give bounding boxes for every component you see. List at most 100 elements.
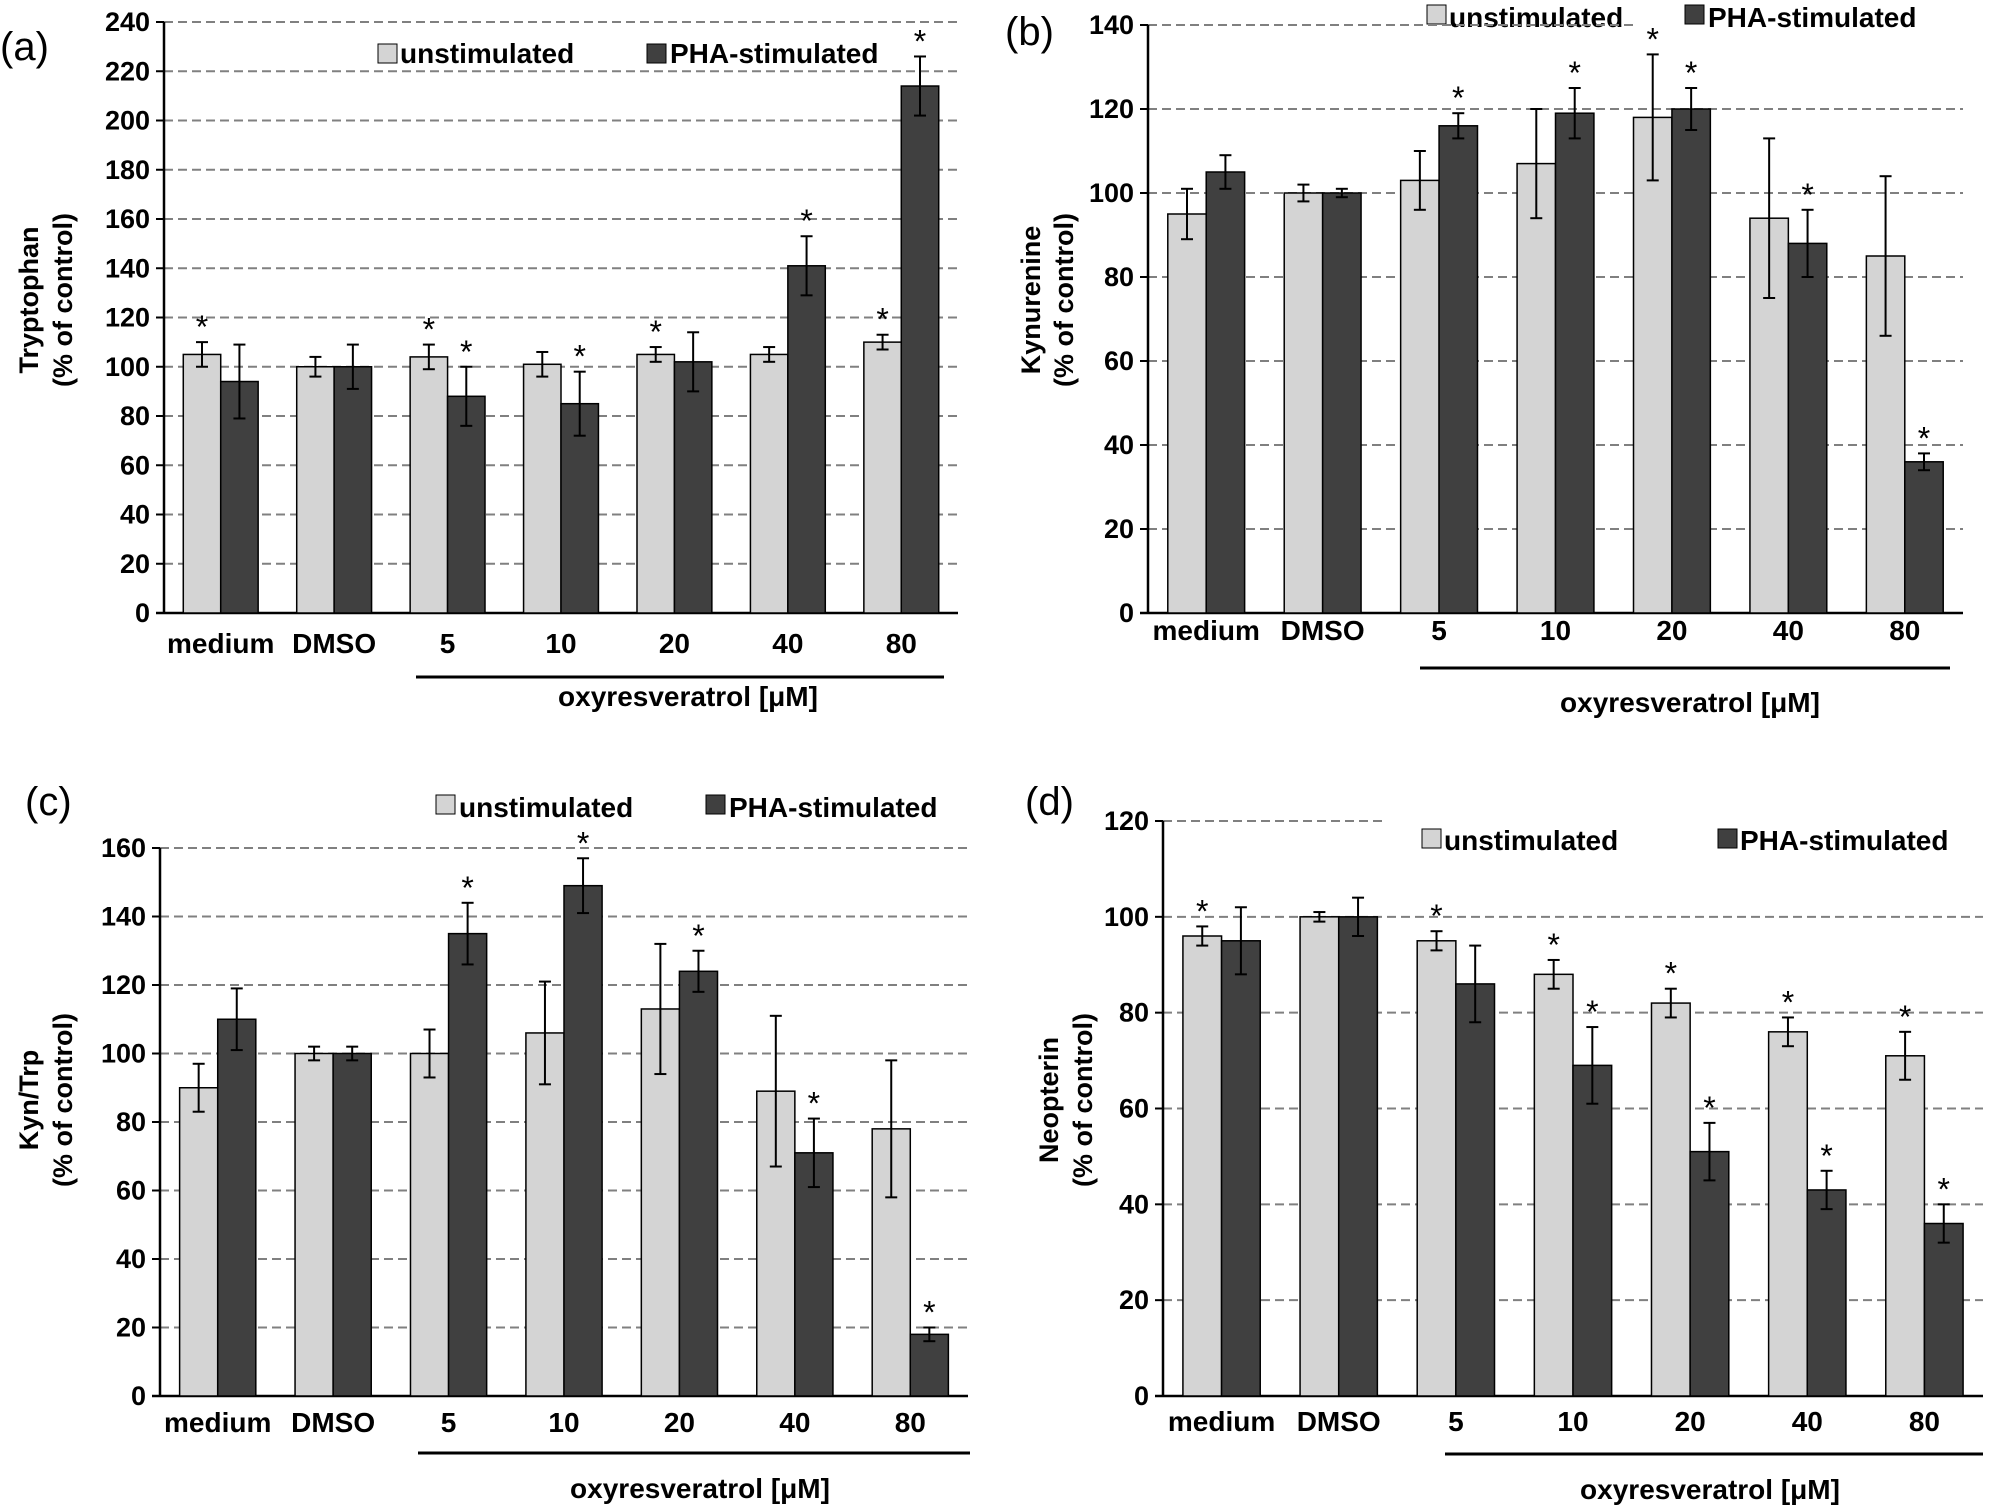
panel-a: (a) Tryptophan (% of control) unstimulat… [0, 7, 958, 712]
bar-unstimulated [749, 353, 789, 614]
significance-marker: * [1430, 898, 1442, 934]
legend-swatch-pha-stimulated [1717, 828, 1738, 849]
bar-pha-stimulated [1787, 242, 1828, 614]
x-tick-label: 80 [895, 1407, 926, 1438]
group-label: oxyresveratrol [μM] [1580, 1474, 1840, 1505]
bar-unstimulated [1533, 973, 1574, 1397]
bar-pha-stimulated [900, 85, 940, 614]
significance-marker: * [1899, 999, 1911, 1035]
y-tick-label: 120 [101, 970, 146, 1000]
significance-marker: * [800, 203, 812, 239]
bar-pha-stimulated [1321, 192, 1362, 614]
y-tick-label: 0 [135, 598, 150, 628]
legend: unstimulated PHA-stimulated [1426, 2, 1916, 33]
legend-swatch-unstimulated [435, 794, 456, 815]
significance-marker: * [573, 339, 585, 375]
significance-marker: * [914, 23, 926, 59]
bar-pha-stimulated [909, 1333, 950, 1397]
panel-label: (c) [25, 780, 72, 824]
significance-marker: * [196, 309, 208, 345]
bar-pha-stimulated [1337, 916, 1379, 1397]
bar-pha-stimulated [332, 1052, 372, 1397]
x-tick-label: 40 [779, 1407, 810, 1438]
bar-unstimulated [1299, 916, 1340, 1397]
bar-pha-stimulated [1438, 125, 1479, 614]
y-tick-label: 100 [105, 352, 150, 382]
bar-unstimulated [1182, 935, 1223, 1397]
significance-marker: * [1703, 1090, 1715, 1126]
y-axis-title-sub: (% of control) [1068, 1013, 1098, 1187]
x-tick-label: 5 [1448, 1406, 1464, 1437]
legend-label-pha-stimulated: PHA-stimulated [1708, 2, 1916, 33]
x-tick-label: 40 [772, 628, 803, 659]
y-tick-label: 40 [120, 500, 150, 530]
bar-pha-stimulated [1671, 108, 1712, 614]
bar-unstimulated [863, 341, 903, 614]
significance-marker: * [1820, 1138, 1832, 1174]
bar-unstimulated [1283, 192, 1324, 614]
bar-pha-stimulated [447, 932, 488, 1397]
significance-marker: * [1452, 80, 1464, 116]
y-tick-label: 80 [116, 1107, 146, 1137]
y-tick-label: 80 [120, 401, 150, 431]
y-tick-label: 40 [116, 1244, 146, 1274]
group-label: oxyresveratrol [μM] [1560, 687, 1820, 718]
bar-pha-stimulated [219, 380, 259, 614]
bar-pha-stimulated [1806, 1189, 1847, 1397]
y-tick-label: 20 [116, 1313, 146, 1343]
x-tick-label: 40 [1773, 615, 1804, 646]
significance-marker: * [1938, 1171, 1950, 1207]
panel-b: (b) Kynurenine (% of control) unstimulat… [1005, 2, 1963, 718]
legend: unstimulated PHA-stimulated [435, 792, 937, 823]
bar-pha-stimulated [446, 395, 486, 614]
y-tick-label: 100 [101, 1039, 146, 1069]
x-tick-label: medium [164, 1407, 271, 1438]
significance-marker: * [1782, 984, 1794, 1020]
x-tick-label: DMSO [291, 1407, 375, 1438]
bar-pha-stimulated [1923, 1222, 1964, 1397]
legend-label-unstimulated: unstimulated [1444, 825, 1618, 856]
y-axis-title-sub: (% of control) [1049, 213, 1079, 387]
plot-area: 0 20 40 60 80 100 120 140 medium DMSO * 5 * 10 * * 20 * 40… [1089, 10, 1963, 670]
plot-area: 0 20 40 60 80 100 120 140 160 180 200 220 240 * medium… [105, 7, 958, 679]
x-tick-label: 10 [545, 628, 576, 659]
significance-marker: * [1196, 893, 1208, 929]
bar-unstimulated [525, 1032, 565, 1397]
significance-marker: * [461, 870, 473, 906]
bar-unstimulated [1516, 162, 1557, 614]
x-tick-label: DMSO [292, 628, 376, 659]
y-tick-label: 60 [116, 1176, 146, 1206]
x-tick-label: 10 [1540, 615, 1571, 646]
y-tick-label: 240 [105, 7, 150, 37]
x-tick-label: DMSO [1281, 615, 1365, 646]
y-tick-label: 220 [105, 56, 150, 86]
bar-pha-stimulated [1220, 940, 1261, 1397]
y-tick-label: 80 [1119, 998, 1149, 1028]
y-tick-label: 120 [1089, 94, 1134, 124]
x-tick-label: 40 [1792, 1406, 1823, 1437]
panel-label: (b) [1005, 10, 1054, 54]
y-tick-label: 40 [1104, 430, 1134, 460]
legend-swatch-unstimulated [1426, 4, 1447, 25]
bar-unstimulated [522, 363, 562, 614]
x-tick-label: medium [1153, 615, 1260, 646]
y-tick-label: 80 [1104, 262, 1134, 292]
x-tick-label: DMSO [1297, 1406, 1381, 1437]
significance-marker: * [1646, 21, 1658, 57]
panel-label: (a) [0, 25, 49, 69]
x-tick-label: 20 [664, 1407, 695, 1438]
y-tick-label: 100 [1104, 902, 1149, 932]
y-axis-title-sub: (% of control) [48, 213, 78, 387]
panel-c: (c) Kyn/Trp (% of control) unstimulated … [14, 780, 970, 1504]
y-tick-label: 60 [120, 450, 150, 480]
bar-unstimulated [1632, 116, 1673, 614]
x-tick-label: 20 [1675, 1406, 1706, 1437]
x-tick-label: 20 [659, 628, 690, 659]
significance-marker: * [460, 334, 472, 370]
bar-pha-stimulated [673, 361, 713, 614]
y-axis-title: Kyn/Trp [14, 1050, 44, 1151]
group-label: oxyresveratrol [μM] [570, 1473, 830, 1504]
x-tick-label: 80 [1909, 1406, 1940, 1437]
x-tick-label: 80 [886, 628, 917, 659]
